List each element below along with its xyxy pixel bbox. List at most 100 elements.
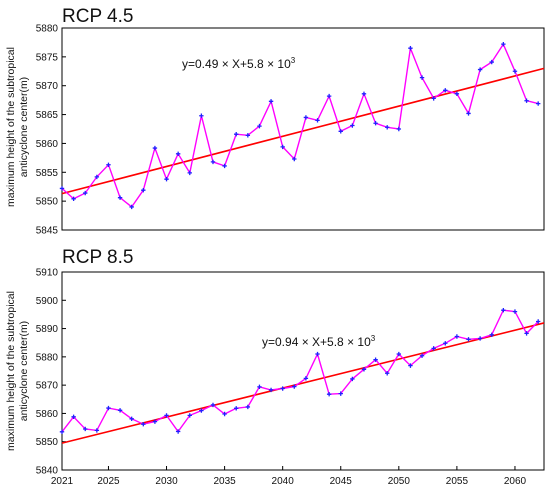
data-point-rcp45 (245, 133, 251, 138)
data-point-rcp45 (350, 123, 355, 128)
data-point-rcp45 (361, 91, 367, 96)
y-tick-label-rcp85: 5890 (36, 324, 59, 335)
data-point-rcp85 (187, 413, 192, 418)
x-tick-label-rcp85: 2035 (213, 476, 236, 487)
y-axis-ticks-rcp45: 5845 5850 5855 5860 5865 5870 5875 5880 (36, 24, 66, 237)
data-point-rcp45 (141, 187, 146, 193)
panel-title-rcp85: RCP 8.5 (62, 247, 133, 268)
y-tick-label-rcp45: 5845 (36, 226, 59, 237)
x-tick-label-rcp85: 2050 (388, 476, 411, 487)
y-tick-label-rcp45: 5860 (36, 139, 59, 150)
plot-area-rcp85 (61, 271, 545, 471)
y-axis-label-line2-rcp85: anticyclone center(m) (18, 321, 30, 421)
data-point-rcp45 (477, 67, 483, 72)
x-tick-label-rcp85: 2045 (330, 476, 353, 487)
y-tick-label-rcp85: 5880 (36, 352, 59, 363)
trend-line-segment-rcp45 (61, 67, 545, 195)
data-point-rcp45 (210, 159, 216, 165)
data-point-rcp45 (234, 131, 239, 137)
data-point-rcp85 (245, 404, 251, 410)
x-tick-label-rcp85: 2021 (51, 476, 74, 487)
y-tick-label-rcp85: 5850 (36, 437, 59, 448)
data-point-rcp85 (466, 337, 471, 342)
data-point-rcp85 (280, 386, 285, 391)
y-axis-label-line2-rcp45: anticyclone center(m) (18, 77, 30, 177)
data-point-rcp45 (164, 177, 169, 182)
series-rcp45 (59, 41, 541, 210)
y-tick-label-rcp85: 5900 (36, 296, 59, 307)
data-point-rcp85 (408, 363, 413, 368)
data-point-rcp85 (350, 376, 355, 382)
data-point-rcp85 (361, 367, 367, 372)
data-point-rcp85 (83, 426, 88, 432)
chart-panel-rcp85: RCP 8.5 5840 5850 5860 5870 5880 5890 5900 5910… (5, 247, 545, 487)
data-point-rcp45 (117, 195, 123, 200)
data-point-rcp45 (71, 196, 76, 202)
data-point-rcp45 (257, 123, 262, 129)
data-point-rcp45 (222, 163, 227, 169)
y-axis-label-line1-rcp45: maximum height of the subtropical (5, 47, 17, 207)
trend-line-rcp45 (61, 67, 545, 195)
data-point-rcp85 (489, 332, 494, 337)
data-point-rcp45 (129, 204, 134, 210)
data-point-rcp85 (234, 406, 239, 411)
y-tick-label-rcp85: 5860 (36, 409, 59, 420)
y-tick-label-rcp85: 5840 (36, 466, 59, 477)
data-point-rcp45 (501, 41, 506, 47)
data-point-rcp45 (419, 75, 425, 80)
data-point-rcp85 (443, 341, 448, 346)
data-point-rcp85 (512, 309, 518, 314)
data-point-rcp45 (385, 125, 390, 130)
x-tick-label-rcp85: 2055 (446, 476, 469, 487)
data-point-rcp85 (385, 371, 390, 376)
data-point-rcp45 (315, 118, 320, 123)
data-point-rcp45 (292, 156, 297, 162)
data-point-rcp45 (443, 88, 448, 93)
y-tick-label-rcp45: 5870 (36, 81, 59, 92)
data-point-rcp85 (501, 307, 506, 313)
data-point-rcp85 (106, 405, 111, 411)
data-point-rcp85 (152, 419, 158, 424)
data-point-rcp45 (326, 93, 332, 99)
y-axis-ticks-rcp85: 5840 5850 5860 5870 5880 5890 5900 5910 (36, 268, 66, 477)
data-point-rcp45 (106, 162, 111, 167)
data-point-rcp85 (326, 391, 332, 397)
data-point-rcp85 (454, 334, 460, 339)
x-tick-label-rcp85: 2030 (155, 476, 178, 487)
y-tick-label-rcp85: 5870 (36, 381, 59, 392)
data-point-rcp45 (408, 46, 413, 51)
data-point-rcp45 (152, 145, 158, 151)
data-point-rcp85 (129, 416, 134, 422)
data-point-rcp85 (338, 391, 343, 396)
data-point-rcp45 (512, 69, 518, 74)
data-point-rcp45 (396, 126, 402, 132)
series-rcp85 (59, 307, 541, 435)
data-point-rcp85 (477, 336, 483, 341)
data-point-rcp45 (59, 186, 65, 191)
y-axis-label-line1-rcp85: maximum height of the subtropical (5, 291, 17, 451)
data-point-rcp45 (94, 174, 100, 180)
data-point-rcp85 (431, 346, 436, 351)
data-point-rcp45 (175, 151, 181, 157)
equation-rcp85: y=0.94 × X+5.8 × 103 (262, 334, 376, 349)
x-tick-label-rcp85: 2040 (272, 476, 295, 487)
data-point-rcp45 (280, 144, 285, 150)
data-point-rcp85 (59, 429, 65, 435)
data-point-rcp85 (164, 413, 169, 418)
data-point-rcp85 (524, 331, 529, 336)
data-point-rcp85 (71, 414, 76, 420)
data-point-rcp85 (94, 428, 100, 433)
data-point-rcp85 (373, 357, 378, 362)
data-point-rcp85 (117, 408, 123, 413)
data-point-rcp85 (222, 411, 227, 417)
data-point-rcp45 (454, 91, 460, 96)
data-point-rcp85 (315, 351, 320, 357)
data-point-rcp45 (268, 99, 274, 104)
data-point-rcp45 (373, 121, 378, 126)
data-point-rcp85 (141, 421, 146, 427)
data-point-rcp45 (199, 113, 204, 118)
y-tick-label-rcp85: 5910 (36, 268, 59, 279)
y-tick-label-rcp45: 5850 (36, 197, 59, 208)
data-point-rcp45 (338, 129, 343, 134)
data-point-rcp85 (303, 376, 309, 381)
